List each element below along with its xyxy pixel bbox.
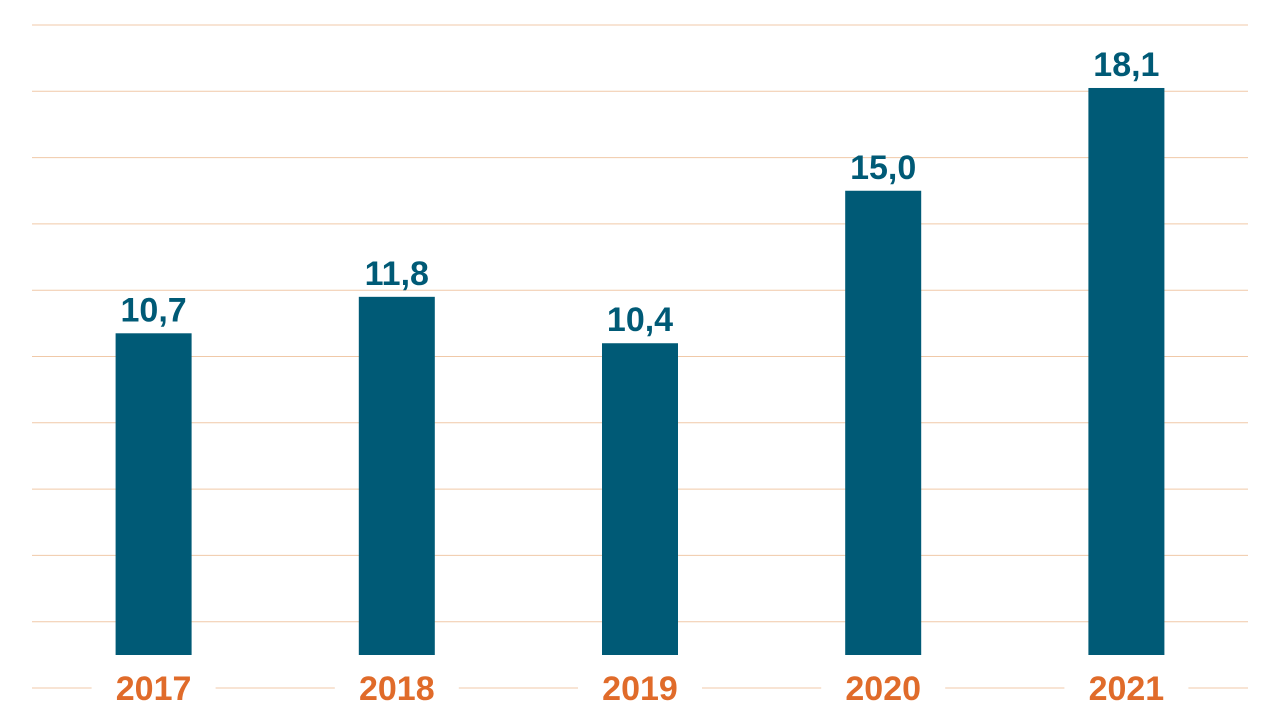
bar-2019 xyxy=(602,343,678,655)
value-label-2019: 10,4 xyxy=(607,301,673,339)
bars xyxy=(115,87,1165,656)
value-label-2017: 10,7 xyxy=(121,291,187,329)
bar-2017 xyxy=(115,333,192,655)
bar-2018 xyxy=(358,296,435,655)
category-labels: 2017 2018 2019 2020 2021 xyxy=(91,668,1189,708)
category-label-background xyxy=(578,668,702,708)
value-label-2020: 15,0 xyxy=(850,149,916,187)
bar-2021 xyxy=(1088,87,1165,656)
category-label-background xyxy=(821,668,946,708)
category-label-2019: 2019 xyxy=(602,670,678,708)
category-label-2018: 2018 xyxy=(359,670,435,708)
category-label-2021: 2021 xyxy=(1089,670,1165,708)
bar-2020 xyxy=(845,190,922,655)
category-label-2020: 2020 xyxy=(845,670,921,708)
value-label-2021: 18,1 xyxy=(1093,46,1159,84)
category-label-background xyxy=(334,668,459,708)
category-label-background xyxy=(1064,668,1189,708)
value-labels: 10,7 11,8 10,4 15,0 18,1 xyxy=(121,46,1160,339)
category-label-2017: 2017 xyxy=(116,670,192,708)
category-label-background xyxy=(91,668,216,708)
value-label-2018: 11,8 xyxy=(365,255,429,293)
